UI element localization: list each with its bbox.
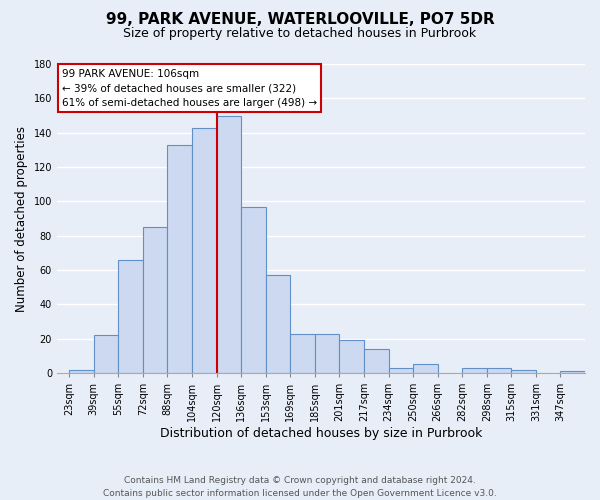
Bar — [266, 275, 290, 373]
Bar — [462, 368, 487, 373]
Bar — [167, 144, 192, 373]
Bar — [511, 370, 536, 373]
X-axis label: Distribution of detached houses by size in Purbrook: Distribution of detached houses by size … — [160, 427, 482, 440]
Bar — [364, 349, 389, 373]
Bar — [290, 334, 315, 373]
Text: 99 PARK AVENUE: 106sqm
← 39% of detached houses are smaller (322)
61% of semi-de: 99 PARK AVENUE: 106sqm ← 39% of detached… — [62, 68, 317, 108]
Bar — [487, 368, 511, 373]
Text: Size of property relative to detached houses in Purbrook: Size of property relative to detached ho… — [124, 28, 476, 40]
Bar — [118, 260, 143, 373]
Bar — [241, 206, 266, 373]
Text: Contains HM Land Registry data © Crown copyright and database right 2024.
Contai: Contains HM Land Registry data © Crown c… — [103, 476, 497, 498]
Bar — [143, 227, 167, 373]
Bar — [389, 368, 413, 373]
Bar — [315, 334, 340, 373]
Bar — [217, 116, 241, 373]
Bar — [413, 364, 437, 373]
Bar — [94, 336, 118, 373]
Y-axis label: Number of detached properties: Number of detached properties — [15, 126, 28, 312]
Bar — [192, 128, 217, 373]
Bar — [69, 370, 94, 373]
Text: 99, PARK AVENUE, WATERLOOVILLE, PO7 5DR: 99, PARK AVENUE, WATERLOOVILLE, PO7 5DR — [106, 12, 494, 26]
Bar — [340, 340, 364, 373]
Bar — [560, 372, 585, 373]
